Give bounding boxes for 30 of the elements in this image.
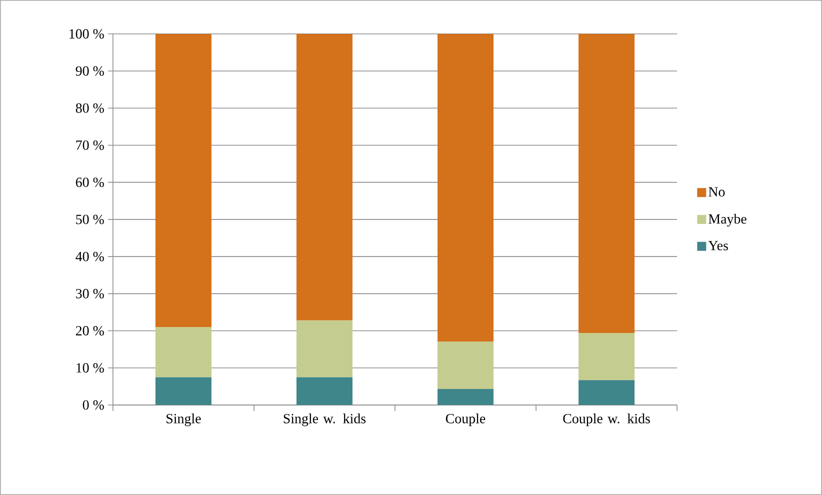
y-tick-label: 40 % [76, 252, 104, 262]
bar [438, 342, 494, 390]
x-tick-label: Single w. kids [284, 414, 366, 426]
y-tick-label: 80 % [76, 103, 104, 113]
bar [578, 333, 635, 380]
y-tick-label: 50 % [76, 214, 104, 224]
y-tick-label: 20 % [76, 326, 104, 336]
x-tick-label: Single [166, 414, 201, 426]
bar [296, 377, 352, 406]
bar [438, 34, 494, 342]
bar [155, 34, 212, 328]
y-tick-label: 70 % [76, 140, 104, 150]
y-tick-label: 0 % [82, 400, 104, 410]
bar [155, 327, 212, 378]
legend-label: Maybe [708, 214, 746, 227]
y-tick-label: 10 % [76, 363, 104, 373]
y-tick-label: 90 % [76, 66, 104, 76]
y-tick-label: 100 % [70, 29, 104, 39]
bar [296, 320, 352, 378]
x-tick-label: Couple [446, 414, 486, 426]
bar [438, 389, 494, 406]
y-tick-label: 60 % [76, 178, 104, 188]
y-tick-label: 30 % [76, 288, 104, 298]
bar [578, 380, 635, 406]
bar [155, 377, 212, 406]
bar [296, 34, 352, 320]
bar [578, 34, 635, 334]
legend-label: No [708, 187, 725, 197]
x-tick-label: Couple w. kids [563, 414, 650, 426]
legend-label: Yes [708, 241, 728, 250]
